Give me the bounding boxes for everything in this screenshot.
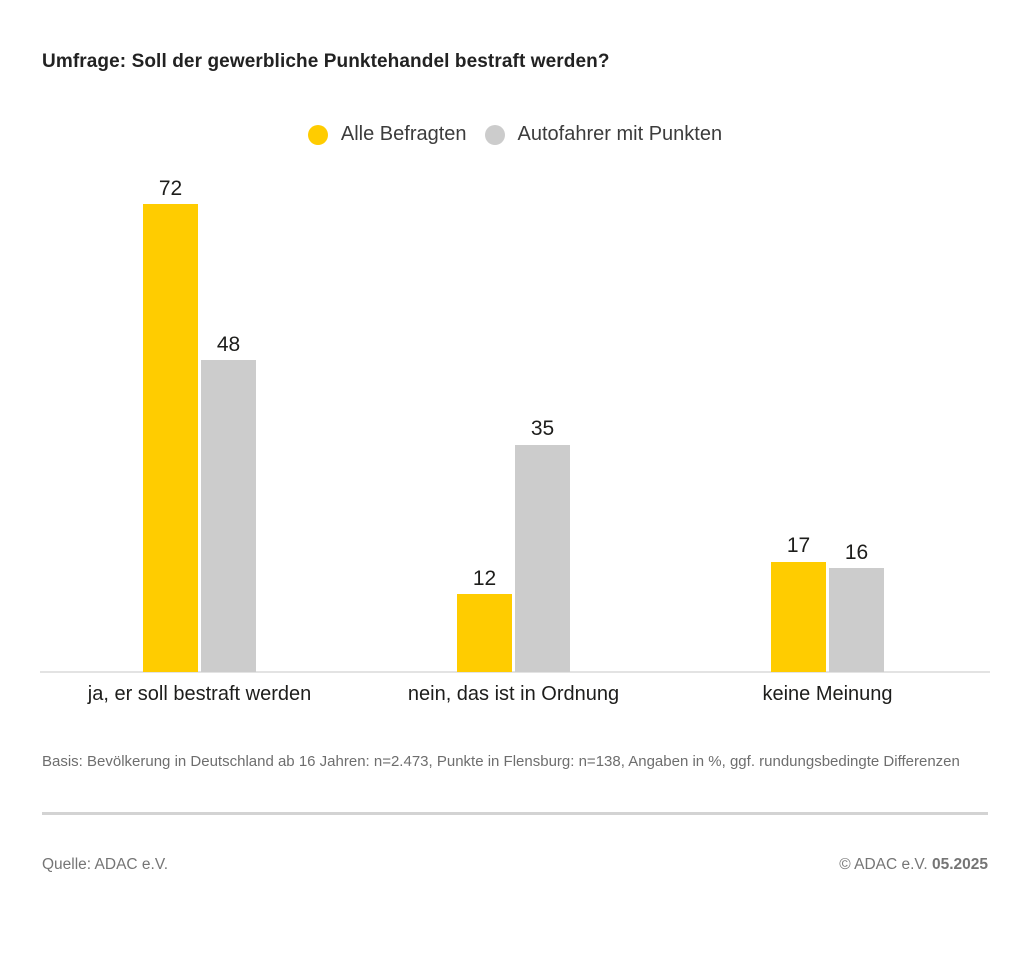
- value-label: 17: [786, 534, 811, 558]
- bar-column: 16: [829, 541, 884, 672]
- legend-label: Autofahrer mit Punkten: [517, 123, 723, 145]
- bar-chart: 72 48 ja, er soll bestraft werden 12 35 nein,…: [40, 177, 990, 705]
- divider-line: [42, 812, 988, 815]
- x-axis-line: [40, 671, 990, 673]
- value-label: 16: [844, 540, 869, 564]
- bar-autofahrer-mit-punkten: [201, 360, 256, 672]
- bar-group: 72 48: [143, 177, 256, 672]
- bar-column: 48: [201, 333, 256, 672]
- copyright-date: 05.2025: [931, 856, 988, 873]
- bar-alle-befragten: [771, 561, 826, 672]
- bar-column: 12: [457, 567, 512, 672]
- legend-swatch-icon: [307, 124, 328, 145]
- legend-item: Autofahrer mit Punkten: [484, 123, 723, 146]
- source-text: Quelle: ADAC e.V.: [42, 856, 169, 873]
- category-label: nein, das ist in Ordnung: [407, 683, 620, 705]
- chart-title: Umfrage: Soll der gewerbliche Punktehand…: [42, 51, 610, 72]
- bar-column: 17: [771, 534, 826, 672]
- footer: Quelle: ADAC e.V. © ADAC e.V. 05.2025: [42, 856, 988, 874]
- value-label: 12: [472, 566, 497, 590]
- copyright-prefix: © ADAC e.V.: [839, 856, 928, 873]
- value-label: 35: [530, 417, 555, 441]
- legend-label: Alle Befragten: [340, 123, 467, 145]
- bar-autofahrer-mit-punkten: [829, 568, 884, 672]
- bar-alle-befragten: [143, 204, 198, 672]
- value-label: 48: [216, 332, 241, 356]
- copyright-text: © ADAC e.V. 05.2025: [839, 856, 988, 874]
- basis-note: Basis: Bevölkerung in Deutschland ab 16 …: [42, 753, 960, 770]
- legend-item: Alle Befragten: [307, 123, 467, 146]
- bar-group: 17 16: [771, 534, 884, 672]
- category-label: ja, er soll bestraft werden: [87, 683, 312, 705]
- chart-legend: Alle Befragten Autofahrer mit Punkten: [0, 123, 1030, 146]
- bar-autofahrer-mit-punkten: [515, 444, 570, 672]
- bar-alle-befragten: [457, 594, 512, 672]
- bar-column: 35: [515, 417, 570, 672]
- bar-group: 12 35: [457, 417, 570, 672]
- category-label: keine Meinung: [762, 683, 893, 705]
- bar-column: 72: [143, 177, 198, 672]
- legend-swatch-icon: [484, 124, 505, 145]
- value-label: 72: [158, 176, 183, 200]
